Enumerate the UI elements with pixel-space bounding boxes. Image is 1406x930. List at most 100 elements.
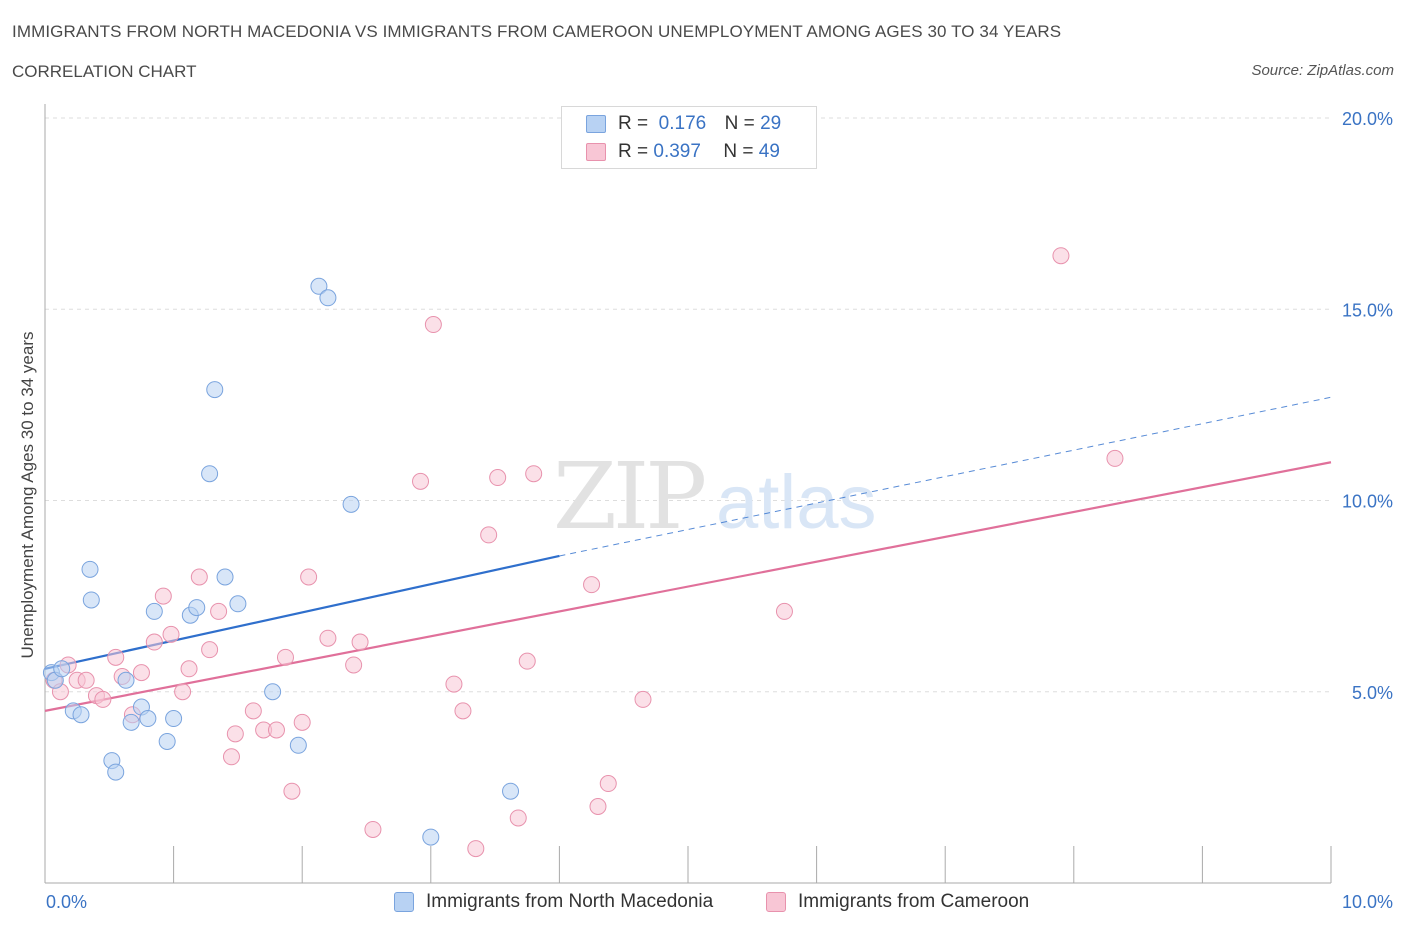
- point-cameroon: [174, 683, 192, 701]
- point-cameroon: [226, 725, 244, 743]
- point-cameroon: [94, 690, 112, 708]
- point-north-macedonia: [122, 713, 140, 731]
- correlation-legend: R = 0.176 N = 29 R = 0.397 N = 49: [561, 106, 817, 169]
- point-cameroon: [154, 587, 172, 605]
- point-north-macedonia: [72, 706, 90, 724]
- point-cameroon: [190, 568, 208, 586]
- watermark-zip: ZIP: [553, 443, 704, 550]
- point-north-macedonia: [201, 465, 219, 483]
- point-cameroon: [509, 809, 527, 827]
- point-north-macedonia: [107, 763, 125, 781]
- point-cameroon: [162, 625, 180, 643]
- legend-r-label: R =: [618, 141, 649, 162]
- axis-labels: 5.0% 10.0% 15.0% 20.0% 0.0% 10.0% Unemployment…: [18, 109, 1393, 912]
- point-north-macedonia: [165, 710, 183, 728]
- point-cameroon: [599, 775, 617, 793]
- point-north-macedonia: [289, 736, 307, 754]
- y-tick-label: 15.0%: [1342, 300, 1393, 320]
- legend-swatch-blue: [586, 115, 606, 133]
- point-cameroon: [107, 648, 125, 666]
- source-credit: Source: ZipAtlas.com: [1251, 62, 1394, 79]
- point-cameroon: [132, 664, 150, 682]
- point-north-macedonia: [188, 599, 206, 617]
- y-tick-label: 10.0%: [1342, 492, 1393, 512]
- point-cameroon: [364, 820, 382, 838]
- series-legend-cameroon: Immigrants from Cameroon: [766, 890, 1029, 914]
- legend-row-cameroon: R = 0.397 N = 49: [586, 140, 780, 164]
- point-cameroon: [412, 472, 430, 490]
- point-cameroon: [583, 576, 601, 594]
- point-north-macedonia: [81, 560, 99, 578]
- legend-swatch-pink: [586, 143, 606, 161]
- point-north-macedonia: [229, 595, 247, 613]
- point-cameroon: [489, 469, 507, 487]
- trend-lines: [44, 396, 1332, 712]
- point-north-macedonia: [216, 568, 234, 586]
- point-cameroon: [283, 782, 301, 800]
- data-points: [42, 247, 1124, 858]
- y-tick-label: 20.0%: [1342, 109, 1393, 129]
- point-cameroon: [180, 660, 198, 678]
- point-cameroon: [267, 721, 285, 739]
- point-cameroon: [445, 675, 463, 693]
- x-tick-label-min: 0.0%: [46, 892, 87, 912]
- point-cameroon: [1106, 449, 1124, 467]
- legend-n-label: N =: [723, 141, 754, 162]
- series-label-cameroon: Immigrants from Cameroon: [798, 891, 1030, 912]
- watermark-atlas: atlas: [716, 460, 877, 545]
- point-cameroon: [77, 671, 95, 689]
- point-north-macedonia: [139, 710, 157, 728]
- point-north-macedonia: [310, 277, 328, 295]
- point-cameroon: [293, 713, 311, 731]
- point-cameroon: [424, 316, 442, 334]
- point-cameroon: [345, 656, 363, 674]
- x-tick-label-max: 10.0%: [1342, 892, 1393, 912]
- point-cameroon: [1052, 247, 1070, 265]
- chart-title: IMMIGRANTS FROM NORTH MACEDONIA VS IMMIG…: [12, 22, 1062, 41]
- point-cameroon: [467, 840, 485, 858]
- legend-row-north-macedonia: R = 0.176 N = 29: [586, 112, 781, 136]
- point-cameroon: [145, 633, 163, 651]
- axes: [44, 104, 1332, 884]
- trend-line-north-macedonia: [44, 554, 560, 670]
- series-legend-north-macedonia: Immigrants from North Macedonia: [394, 890, 713, 914]
- y-axis-label: Unemployment Among Ages 30 to 34 years: [18, 332, 37, 659]
- point-north-macedonia: [422, 828, 440, 846]
- point-cameroon: [634, 690, 652, 708]
- point-cameroon: [480, 526, 498, 544]
- point-cameroon: [454, 702, 472, 720]
- point-north-macedonia: [319, 289, 337, 307]
- point-north-macedonia: [53, 660, 71, 678]
- point-cameroon: [775, 602, 793, 620]
- point-north-macedonia: [145, 602, 163, 620]
- series-swatch-pink: [766, 892, 786, 912]
- point-north-macedonia: [206, 381, 224, 399]
- series-label-north-macedonia: Immigrants from North Macedonia: [426, 891, 714, 912]
- point-cameroon: [222, 748, 240, 766]
- point-cameroon: [525, 465, 543, 483]
- legend-r-value: 0.176: [658, 113, 707, 134]
- point-cameroon: [201, 641, 219, 659]
- chart-subtitle: CORRELATION CHART: [12, 62, 197, 81]
- point-cameroon: [244, 702, 262, 720]
- trend-line-cameroon: [44, 461, 1332, 712]
- point-north-macedonia: [264, 683, 282, 701]
- point-cameroon: [319, 629, 337, 647]
- point-north-macedonia: [158, 732, 176, 750]
- point-north-macedonia: [82, 591, 100, 609]
- point-cameroon: [589, 798, 607, 815]
- legend-n-label: N =: [724, 113, 755, 134]
- series-swatch-blue: [394, 892, 414, 912]
- point-cameroon: [300, 568, 318, 586]
- y-tick-label: 5.0%: [1352, 683, 1393, 703]
- legend-r-value: 0.397: [653, 141, 701, 162]
- point-north-macedonia: [502, 782, 520, 800]
- legend-n-value: 29: [760, 113, 782, 134]
- legend-r-label: R =: [618, 113, 649, 134]
- point-north-macedonia: [117, 671, 135, 689]
- point-cameroon: [276, 648, 294, 666]
- point-cameroon: [210, 602, 228, 620]
- point-north-macedonia: [342, 495, 360, 513]
- point-cameroon: [518, 652, 536, 670]
